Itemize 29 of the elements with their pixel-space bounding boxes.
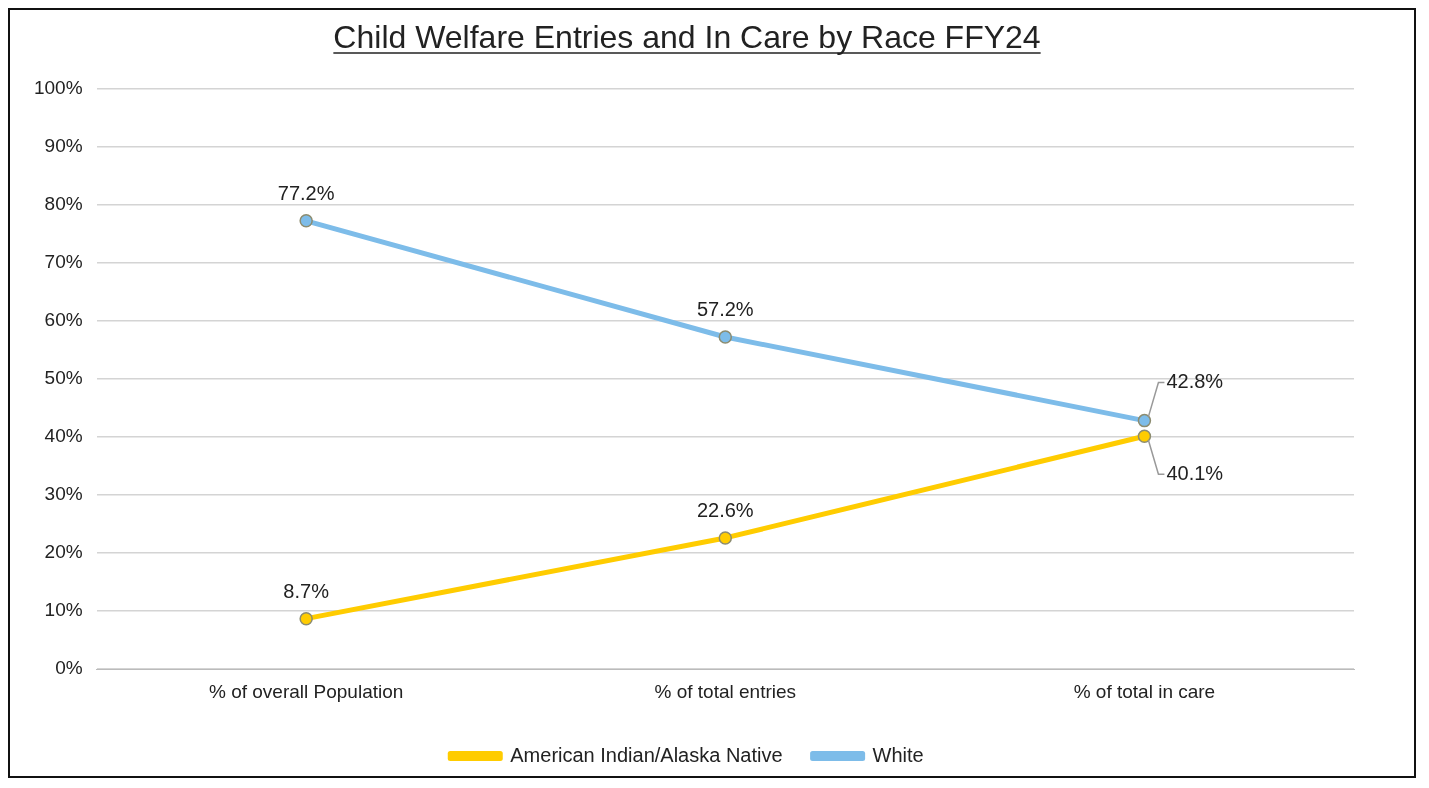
x-tick-label: % of total in care: [1073, 680, 1216, 702]
legend-label: American Indian/Alaska Native: [510, 743, 783, 766]
data-label: 57.2%: [696, 298, 754, 321]
data-label: 8.7%: [283, 580, 330, 603]
x-tick-label: % of total entries: [654, 680, 797, 702]
y-tick-label: 0%: [55, 657, 83, 679]
data-label: 40.1%: [1166, 461, 1224, 484]
y-tick-label: 30%: [44, 483, 83, 505]
point: [718, 531, 733, 545]
y-tick-label: 100%: [33, 76, 83, 98]
point: [1137, 413, 1152, 428]
y-tick-label: 90%: [44, 134, 83, 156]
data-label: 42.8%: [1166, 370, 1224, 393]
y-tick-label: 60%: [44, 308, 83, 330]
point: [299, 611, 313, 626]
point: [299, 214, 313, 228]
y-tick-label: 40%: [44, 425, 83, 447]
point: [1137, 429, 1152, 444]
y-tick-label: 10%: [44, 599, 83, 621]
y-tick-label: 20%: [44, 541, 83, 563]
point: [718, 330, 733, 344]
legend-label: White: [872, 743, 924, 766]
chart-title: Child Welfare Entries and In Care by Race FFY24: [333, 19, 1041, 56]
y-tick-label: 80%: [44, 192, 83, 214]
data-label: 22.6%: [696, 499, 754, 522]
y-tick-label: 50%: [44, 367, 83, 389]
data-label: 77.2%: [277, 182, 335, 205]
x-tick-label: % of overall Population: [208, 680, 404, 702]
y-tick-label: 70%: [44, 250, 83, 272]
